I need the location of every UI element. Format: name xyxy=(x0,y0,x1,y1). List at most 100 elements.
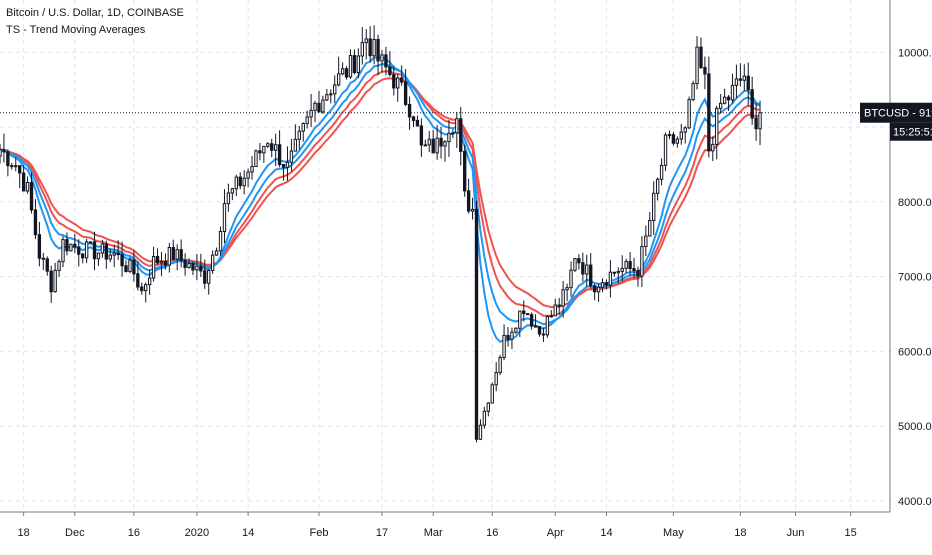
candle-up xyxy=(53,269,57,293)
candle-down xyxy=(136,273,140,288)
candle-up xyxy=(69,243,73,252)
candle-down xyxy=(388,66,392,76)
candle-up xyxy=(112,252,116,256)
candle-down xyxy=(474,208,479,440)
candle-up xyxy=(667,134,672,137)
candle-up xyxy=(340,68,345,75)
candle-up xyxy=(88,241,93,244)
candle-up xyxy=(620,267,624,272)
candle-down xyxy=(411,116,416,121)
candle-up xyxy=(305,116,309,124)
candle-down xyxy=(6,151,10,167)
candle-up xyxy=(100,243,105,254)
x-tick-label: Dec xyxy=(65,527,85,539)
candle-down xyxy=(537,325,542,335)
candle-up xyxy=(423,144,427,147)
candle-down xyxy=(199,265,203,272)
candle-up xyxy=(0,149,2,157)
candle-down xyxy=(258,150,262,154)
candle-up xyxy=(502,334,506,358)
candle-down xyxy=(65,239,69,252)
x-tick-label: 17 xyxy=(376,527,388,539)
candle-down xyxy=(612,271,617,274)
y-tick-label: 6000.00 xyxy=(898,346,932,358)
candle-down xyxy=(636,270,640,277)
countdown-box xyxy=(890,122,932,141)
candle-up xyxy=(624,261,628,269)
candle-down xyxy=(203,270,207,284)
candle-up xyxy=(663,134,668,166)
candle-up xyxy=(254,150,258,168)
candle-up xyxy=(313,102,317,111)
candle-down xyxy=(18,165,22,174)
candle-up xyxy=(718,102,723,109)
symbol-legend[interactable]: Bitcoin / U.S. Dollar, 1D, COINBASE xyxy=(6,7,184,19)
candle-down xyxy=(183,259,187,269)
candle-down xyxy=(73,243,77,248)
candle-up xyxy=(96,252,101,260)
candle-up xyxy=(336,73,341,86)
candle-down xyxy=(726,96,731,101)
price-tag: BTCUSD - 9191.81 15:25:51 xyxy=(0,102,932,141)
candle-down xyxy=(581,262,585,275)
candle-down xyxy=(415,119,420,127)
fast-ma-line-1 xyxy=(0,56,761,343)
candle-down xyxy=(466,190,471,212)
candle-up xyxy=(435,137,439,154)
candle-down xyxy=(384,54,388,68)
candle-up xyxy=(569,269,573,289)
candle-up xyxy=(490,384,494,404)
candle-up xyxy=(561,289,565,307)
candle-up xyxy=(61,239,65,263)
candle-up xyxy=(309,109,313,118)
candle-up xyxy=(380,54,384,62)
candle-down xyxy=(140,286,144,292)
candle-up xyxy=(734,78,739,86)
candle-down xyxy=(699,46,703,69)
fast-moving-average xyxy=(0,56,761,343)
candle-down xyxy=(155,255,160,264)
y-tick-label: 8000.00 xyxy=(898,197,932,209)
candle-up xyxy=(655,178,660,194)
x-tick-label: 2020 xyxy=(185,527,209,539)
x-tick-label: Jun xyxy=(787,527,805,539)
candle-up xyxy=(57,261,61,271)
y-tick-label: 7000.00 xyxy=(898,272,932,284)
candle-up xyxy=(147,277,152,286)
candle-up xyxy=(565,287,569,291)
candle-down xyxy=(29,182,34,211)
candle-down xyxy=(746,75,750,91)
x-tick-label: Mar xyxy=(424,527,443,539)
candle-down xyxy=(120,254,124,267)
candle-up xyxy=(214,250,219,256)
candle-up xyxy=(329,93,333,96)
study-legend[interactable]: TS - Trend Moving Averages xyxy=(6,24,146,36)
candle-up xyxy=(722,96,727,104)
candle-up xyxy=(715,107,719,145)
candle-down xyxy=(400,77,404,83)
candle-up xyxy=(14,165,18,168)
candle-down xyxy=(439,137,443,147)
candle-down xyxy=(238,176,242,187)
candle-up xyxy=(84,241,89,259)
candle-up xyxy=(222,203,227,233)
candle-down xyxy=(750,89,754,119)
candle-down xyxy=(376,38,380,62)
candle-up xyxy=(447,132,451,143)
fast-ma-line-2 xyxy=(0,62,761,326)
candle-up xyxy=(128,259,132,273)
candle-down xyxy=(392,74,396,89)
candle-up xyxy=(175,249,179,260)
candle-down xyxy=(277,144,282,166)
candle-up xyxy=(250,166,254,173)
candle-up xyxy=(372,38,376,57)
candle-up xyxy=(226,192,231,205)
candle-down xyxy=(317,102,321,113)
candle-down xyxy=(589,264,593,287)
candle-up xyxy=(695,46,699,85)
candle-down xyxy=(533,325,538,328)
slow-ma-line-2 xyxy=(0,77,761,309)
candle-down xyxy=(522,310,526,315)
